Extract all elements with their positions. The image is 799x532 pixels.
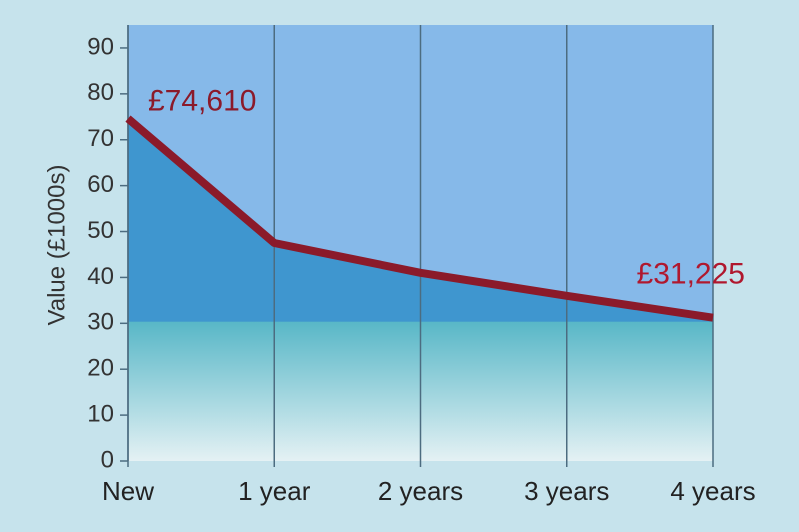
x-tick-label: 1 year	[238, 476, 311, 506]
x-tick-label: 4 years	[670, 476, 755, 506]
y-tick-label: 40	[87, 263, 114, 290]
y-tick-label: 20	[87, 355, 114, 382]
y-tick-label: 90	[87, 33, 114, 60]
x-tick-label: 3 years	[524, 476, 609, 506]
y-tick-label: 60	[87, 171, 114, 198]
x-tick-label: 2 years	[378, 476, 463, 506]
y-tick-label: 10	[87, 400, 114, 427]
y-tick-label: 0	[101, 446, 114, 473]
x-tick-label: New	[102, 476, 154, 506]
data-label: £74,610	[148, 85, 256, 118]
y-tick-label: 30	[87, 309, 114, 336]
y-axis-title: Value (£1000s)	[43, 165, 70, 326]
y-tick-label: 50	[87, 217, 114, 244]
y-tick-label: 80	[87, 79, 114, 106]
data-label: £31,225	[637, 258, 745, 291]
y-tick-label: 70	[87, 125, 114, 152]
line	[125, 115, 714, 322]
